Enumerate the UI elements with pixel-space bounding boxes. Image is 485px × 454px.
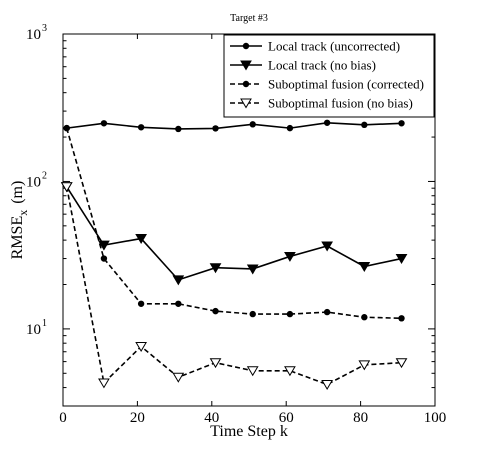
legend-label: Local track (uncorrected): [268, 39, 400, 54]
x-tick-label: 80: [353, 410, 368, 426]
point: [286, 310, 294, 318]
point: [358, 261, 371, 272]
series-line: [65, 186, 402, 386]
y-tick-label: 10: [26, 27, 41, 43]
y-tick-label-exponent: 2: [42, 170, 47, 181]
series-line: [66, 121, 402, 130]
point: [212, 125, 219, 132]
legend-label: Local track (no bias): [268, 58, 376, 73]
point: [98, 240, 110, 251]
x-tick-label: 60: [279, 410, 294, 426]
series: [63, 119, 405, 133]
point: [242, 42, 250, 50]
point: [395, 254, 408, 265]
point: [137, 300, 145, 307]
legend: Local track (uncorrected) Local track (no…: [223, 34, 435, 118]
point: [172, 372, 185, 383]
point: [361, 121, 368, 129]
point: [361, 314, 368, 321]
point: [100, 255, 108, 262]
point: [284, 366, 296, 377]
point: [60, 182, 73, 193]
point: [63, 124, 70, 132]
point: [137, 124, 145, 131]
y-tick-label: 10: [26, 322, 41, 338]
y-axis-label-unit: (m): [9, 181, 26, 204]
point: [321, 241, 333, 252]
point: [240, 60, 252, 71]
y-axis-label-subscript: x: [16, 210, 30, 216]
legend-label: Suboptimal fusion (no bias): [268, 96, 413, 111]
series: [60, 182, 408, 286]
point: [172, 275, 185, 286]
point: [135, 341, 147, 352]
x-axis-label: Time Step k: [210, 423, 288, 440]
point: [323, 119, 331, 126]
y-tick-label: 10: [26, 174, 41, 190]
series-layer: [60, 119, 408, 390]
point: [135, 234, 147, 245]
x-tick-label: 20: [130, 410, 145, 426]
y-axis-label-base: RMSE: [9, 216, 26, 260]
series: [60, 182, 408, 390]
point: [175, 300, 182, 307]
legend-label: Suboptimal fusion (corrected): [268, 77, 424, 92]
plot-frame: [62, 33, 436, 407]
x-tick-label: 100: [424, 410, 447, 426]
series-line: [65, 127, 402, 320]
point: [249, 310, 256, 318]
point: [321, 379, 333, 390]
x-tick-label: 0: [59, 410, 67, 426]
point: [209, 263, 222, 274]
point: [240, 98, 252, 109]
chart-title: Target #3: [230, 13, 268, 24]
point: [398, 315, 405, 322]
point: [246, 366, 259, 377]
point: [175, 125, 182, 133]
x-tick-label: 40: [204, 410, 219, 426]
point: [249, 121, 256, 128]
point: [100, 120, 108, 127]
y-axis-label: RMSEx (m): [9, 181, 30, 260]
point: [246, 264, 259, 275]
point: [398, 120, 405, 127]
point: [323, 308, 331, 316]
series: [63, 124, 405, 322]
point: [395, 358, 408, 369]
y-tick-label-exponent: 3: [42, 23, 47, 34]
point: [209, 358, 222, 369]
point: [284, 251, 296, 262]
point: [98, 378, 110, 389]
point: [358, 360, 371, 371]
y-tick-label-exponent: 1: [42, 318, 47, 329]
series-line: [66, 186, 402, 281]
point: [212, 307, 219, 315]
point: [286, 124, 294, 132]
point: [242, 80, 250, 88]
